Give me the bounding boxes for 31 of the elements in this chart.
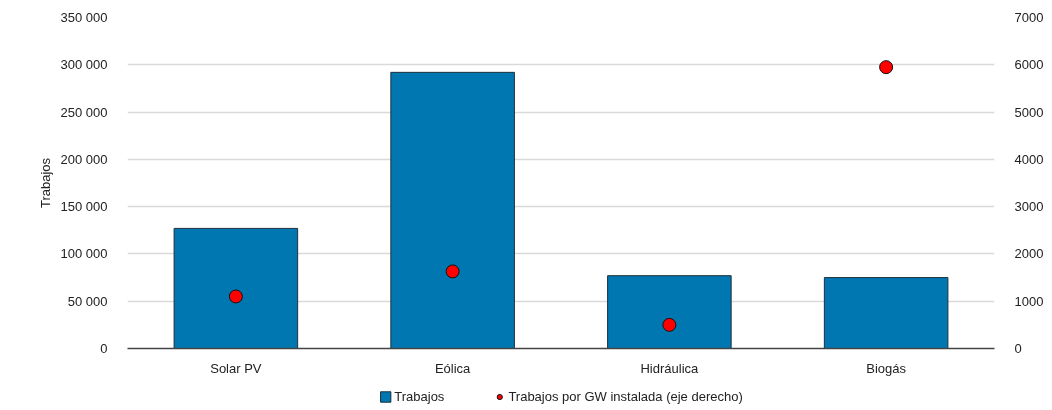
bar — [607, 275, 732, 349]
point — [662, 317, 677, 332]
y2-tick-label: 4000 — [1014, 151, 1044, 167]
y-tick-label: 100 000 — [60, 246, 108, 262]
x-tick-label: Hidráulica — [640, 360, 700, 376]
y-tick-label: 250 000 — [60, 104, 108, 120]
y2-tick-label: 6000 — [1014, 57, 1044, 73]
y2-tick-label: 7000 — [1014, 10, 1044, 25]
bar — [390, 71, 515, 349]
legend-label: Trabajos — [394, 388, 445, 405]
y2-tick-label: 0 — [1014, 341, 1022, 356]
point — [445, 264, 460, 279]
x-tick-label: Biogás — [866, 360, 907, 376]
point — [879, 60, 894, 75]
y2-tick-label: 2000 — [1014, 246, 1044, 262]
y2-tick-label: 3000 — [1014, 199, 1044, 215]
y-tick-label: 300 000 — [60, 57, 108, 73]
point — [228, 289, 243, 304]
y-axis-title: Trabajos — [37, 157, 53, 209]
x-tick-label: Solar PV — [210, 360, 262, 376]
y2-tick-label: 5000 — [1014, 104, 1044, 120]
y-tick-label: 0 — [100, 341, 108, 356]
x-tick-label: Eólica — [434, 360, 472, 376]
y-tick-label: 200 000 — [60, 151, 108, 167]
legend-label: Trabajos por GW instalada (eje derecho) — [508, 388, 743, 405]
y-tick-label: 50 000 — [67, 293, 108, 309]
y-tick-label: 150 000 — [60, 199, 108, 215]
bar — [823, 277, 949, 349]
bar — [173, 227, 299, 349]
y-tick-label: 350 000 — [60, 10, 108, 25]
y2-tick-label: 1000 — [1014, 293, 1044, 309]
